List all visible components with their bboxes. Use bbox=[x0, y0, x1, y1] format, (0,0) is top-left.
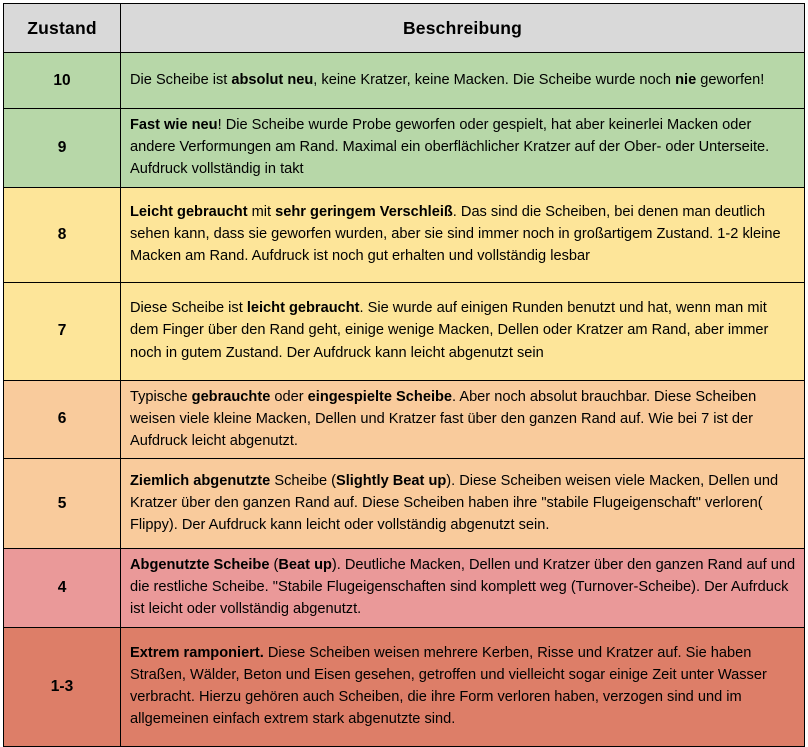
description-emphasis: sehr geringem Verschleiß bbox=[275, 203, 453, 220]
description-cell: Die Scheibe ist absolut neu, keine Kratz… bbox=[120, 52, 805, 109]
table-row: 7 Diese Scheibe ist leicht gebraucht. Sie… bbox=[3, 281, 805, 381]
description-cell: Abgenutzte Scheibe (Beat up). Deutliche … bbox=[120, 548, 805, 628]
grade-value: 7 bbox=[57, 322, 67, 340]
description-text: Typische bbox=[130, 388, 192, 405]
grade-cell: 7 bbox=[3, 281, 121, 381]
table-row: 6 Typische gebrauchte oder eingespielte S… bbox=[3, 379, 805, 460]
description-text: . Aber noch absolut brauchbar. Diese Sch… bbox=[130, 388, 757, 449]
description-text: Scheibe ( bbox=[270, 472, 336, 489]
description-emphasis: Abgenutzte Scheibe bbox=[130, 557, 270, 574]
grade-cell: 9 bbox=[3, 108, 121, 188]
description-text: . Sie wurde auf einigen Runden benutzt u… bbox=[130, 300, 769, 361]
description-emphasis: absolut neu bbox=[231, 71, 314, 88]
table-row: 5 Ziemlich abgenutzte Scheibe (Slightly B… bbox=[3, 458, 805, 550]
grade-value: 5 bbox=[57, 494, 67, 512]
grade-cell: 5 bbox=[3, 458, 121, 550]
description-cell: Typische gebrauchte oder eingespielte Sc… bbox=[120, 379, 805, 460]
table-row: 4 Abgenutzte Scheibe (Beat up). Deutliche… bbox=[3, 548, 805, 628]
grade-value: 1-3 bbox=[50, 677, 74, 695]
description-text: ). Diese Scheiben weisen viele Macken, D… bbox=[130, 472, 779, 534]
grade-value: 9 bbox=[57, 138, 67, 156]
grade-cell: 4 bbox=[3, 548, 121, 628]
grade-value: 4 bbox=[57, 578, 67, 596]
table-body: 10 Die Scheibe ist absolut neu, keine Kra… bbox=[3, 52, 805, 747]
description-text: Die Scheibe ist bbox=[130, 71, 232, 88]
description-cell: Fast wie neu! Die Scheibe wurde Probe ge… bbox=[120, 108, 805, 188]
description-cell: Leicht gebraucht mit sehr geringem Versc… bbox=[120, 186, 805, 283]
description-emphasis: Leicht gebraucht bbox=[130, 203, 248, 220]
description-emphasis: Beat up bbox=[278, 557, 332, 574]
table-header: Zustand Beschreibung bbox=[3, 3, 805, 53]
grade-cell: 8 bbox=[3, 186, 121, 283]
description-text: ( bbox=[269, 557, 279, 574]
description-text: ). Deutliche Macken, Dellen und Kratzer … bbox=[130, 557, 796, 618]
column-header-grade: Zustand bbox=[3, 3, 121, 53]
description-emphasis: Slightly Beat up bbox=[336, 472, 447, 489]
table-row: 10 Die Scheibe ist absolut neu, keine Kra… bbox=[3, 52, 805, 109]
table-row: 8 Leicht gebraucht mit sehr geringem Vers… bbox=[3, 186, 805, 283]
description-cell: Extrem ramponiert. Diese Scheiben weisen… bbox=[120, 626, 805, 747]
description-text: Diese Scheibe ist bbox=[130, 300, 247, 317]
description-text: mit bbox=[247, 203, 276, 220]
grade-cell: 1-3 bbox=[3, 626, 121, 747]
grade-value: 8 bbox=[57, 225, 67, 243]
grade-cell: 6 bbox=[3, 379, 121, 460]
description-emphasis: Fast wie neu bbox=[130, 117, 218, 133]
table-row: 9 Fast wie neu! Die Scheibe wurde Probe g… bbox=[3, 108, 805, 188]
table-header-row: Zustand Beschreibung bbox=[3, 3, 805, 53]
description-emphasis: Extrem ramponiert. bbox=[130, 644, 264, 661]
description-emphasis: gebrauchte bbox=[191, 388, 271, 405]
disc-condition-table: Zustand Beschreibung 10 Die Scheibe ist a… bbox=[3, 3, 805, 747]
description-emphasis: nie bbox=[675, 71, 697, 88]
description-emphasis: leicht gebraucht bbox=[246, 300, 360, 317]
description-emphasis: Ziemlich abgenutzte bbox=[130, 472, 271, 489]
table-row: 1-3 Extrem ramponiert. Diese Scheiben wei… bbox=[3, 626, 805, 747]
description-text: . Das sind die Scheiben, bei denen man d… bbox=[130, 203, 781, 265]
grade-value: 6 bbox=[57, 410, 67, 428]
description-text: geworfen! bbox=[696, 71, 765, 88]
description-text: oder bbox=[270, 388, 308, 405]
description-cell: Ziemlich abgenutzte Scheibe (Slightly Be… bbox=[120, 458, 805, 550]
grade-value: 10 bbox=[53, 71, 71, 89]
grade-cell: 10 bbox=[3, 52, 121, 109]
description-emphasis: eingespielte Scheibe bbox=[307, 388, 453, 405]
description-text: , keine Kratzer, keine Macken. Die Schei… bbox=[313, 71, 676, 88]
column-header-description: Beschreibung bbox=[120, 3, 805, 53]
description-text: ! Die Scheibe wurde Probe geworfen oder … bbox=[130, 117, 770, 178]
description-cell: Diese Scheibe ist leicht gebraucht. Sie … bbox=[120, 281, 805, 381]
